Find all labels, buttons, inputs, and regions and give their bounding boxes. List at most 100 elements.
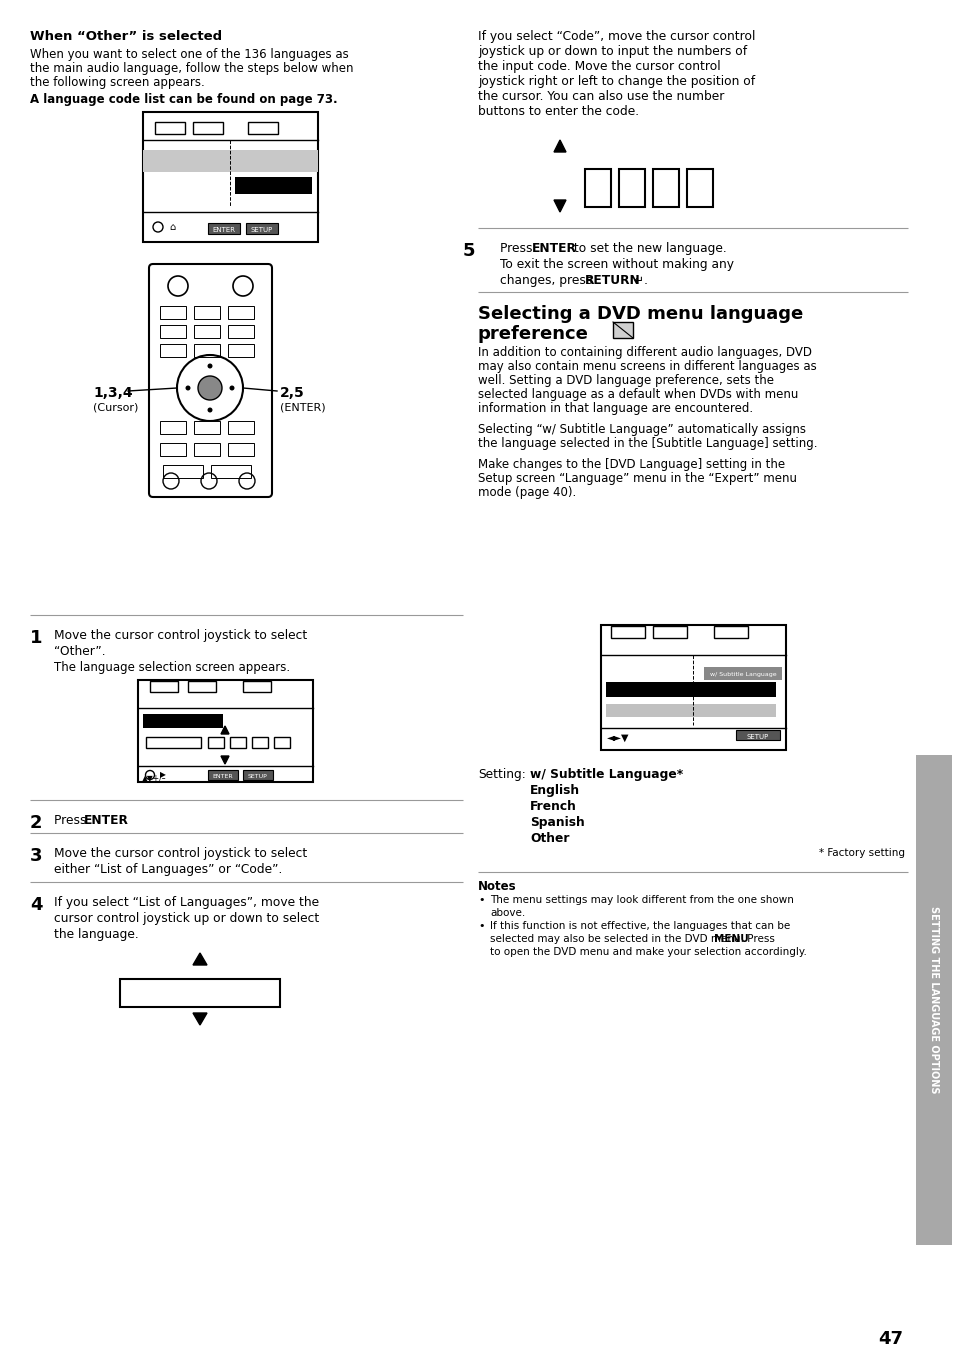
Bar xyxy=(605,682,775,697)
Text: 2,5: 2,5 xyxy=(280,386,304,400)
Text: changes, press: changes, press xyxy=(499,274,596,287)
Circle shape xyxy=(185,385,191,391)
Bar xyxy=(143,113,317,241)
Text: 47: 47 xyxy=(877,1330,902,1348)
Text: the language.: the language. xyxy=(54,928,138,941)
Text: mode (page 40).: mode (page 40). xyxy=(477,485,576,499)
Text: SETUP: SETUP xyxy=(248,774,268,778)
Bar xyxy=(143,715,223,728)
Text: the cursor. You can also use the number: the cursor. You can also use the number xyxy=(477,89,723,103)
Text: buttons to enter the code.: buttons to enter the code. xyxy=(477,104,639,118)
Text: ENTER: ENTER xyxy=(213,226,235,233)
Text: 5: 5 xyxy=(462,241,475,260)
Text: ↵.: ↵. xyxy=(629,274,647,287)
Text: 1: 1 xyxy=(30,629,43,647)
Text: to set the new language.: to set the new language. xyxy=(569,241,726,255)
Bar xyxy=(120,979,280,1008)
Bar xyxy=(243,681,271,692)
Bar xyxy=(915,755,951,1245)
Bar xyxy=(274,738,290,749)
Bar xyxy=(160,344,186,357)
Text: selected language as a default when DVDs with menu: selected language as a default when DVDs… xyxy=(477,388,798,401)
Bar xyxy=(228,443,253,456)
Text: the following screen appears.: the following screen appears. xyxy=(30,76,205,89)
Text: If you select “List of Languages”, move the: If you select “List of Languages”, move … xyxy=(54,896,319,909)
Bar xyxy=(610,626,644,639)
Text: “Other”.: “Other”. xyxy=(54,645,106,658)
Polygon shape xyxy=(193,953,207,965)
Text: Selecting a DVD menu language: Selecting a DVD menu language xyxy=(477,305,802,323)
Bar xyxy=(208,738,224,749)
Text: French: French xyxy=(530,800,577,814)
Text: w/ Subtitle Language: w/ Subtitle Language xyxy=(709,673,776,677)
Bar xyxy=(735,730,780,740)
Bar xyxy=(193,344,220,357)
Text: Setup screen “Language” menu in the “Expert” menu: Setup screen “Language” menu in the “Exp… xyxy=(477,472,796,485)
Bar xyxy=(160,443,186,456)
Text: •: • xyxy=(477,895,484,904)
Bar xyxy=(713,626,747,639)
Bar xyxy=(160,325,186,338)
Bar xyxy=(211,465,251,479)
Text: ◄►▼: ◄►▼ xyxy=(606,734,629,743)
Text: joystick up or down to input the numbers of: joystick up or down to input the numbers… xyxy=(477,45,746,58)
Bar xyxy=(208,770,237,780)
Polygon shape xyxy=(554,140,565,152)
Bar xyxy=(143,151,317,172)
Text: the input code. Move the cursor control: the input code. Move the cursor control xyxy=(477,60,720,73)
Text: 2: 2 xyxy=(30,814,43,833)
Polygon shape xyxy=(554,199,565,212)
Bar xyxy=(146,738,201,749)
Text: (Cursor): (Cursor) xyxy=(92,403,138,414)
Text: the language selected in the [Subtitle Language] setting.: the language selected in the [Subtitle L… xyxy=(477,437,817,450)
Text: ▶: ▶ xyxy=(160,770,166,778)
Bar xyxy=(686,170,712,207)
Circle shape xyxy=(208,408,213,412)
Bar xyxy=(584,170,610,207)
Bar xyxy=(703,667,781,679)
Bar xyxy=(188,681,215,692)
Bar xyxy=(138,679,313,782)
Text: ▲▼+/–: ▲▼+/– xyxy=(142,773,167,782)
Text: to open the DVD menu and make your selection accordingly.: to open the DVD menu and make your selec… xyxy=(490,946,806,957)
Bar xyxy=(193,122,223,134)
Text: Move the cursor control joystick to select: Move the cursor control joystick to sele… xyxy=(54,629,307,641)
Text: To exit the screen without making any: To exit the screen without making any xyxy=(499,258,733,271)
Polygon shape xyxy=(193,1013,207,1025)
Bar xyxy=(652,170,679,207)
Bar xyxy=(163,465,203,479)
Bar xyxy=(243,770,273,780)
Bar xyxy=(600,625,785,750)
Text: RETURN: RETURN xyxy=(584,274,640,287)
Text: SETTING THE LANGUAGE OPTIONS: SETTING THE LANGUAGE OPTIONS xyxy=(928,906,938,1094)
Text: ⌂: ⌂ xyxy=(169,222,175,232)
Text: w/ Subtitle Language*: w/ Subtitle Language* xyxy=(530,767,682,781)
Text: Move the cursor control joystick to select: Move the cursor control joystick to sele… xyxy=(54,848,307,860)
Text: SETUP: SETUP xyxy=(746,734,768,740)
Text: A language code list can be found on page 73.: A language code list can be found on pag… xyxy=(30,94,337,106)
Text: 4: 4 xyxy=(30,896,43,914)
Bar xyxy=(193,443,220,456)
Text: ENTER: ENTER xyxy=(213,774,233,778)
Text: If this function is not effective, the languages that can be: If this function is not effective, the l… xyxy=(490,921,789,932)
Bar xyxy=(193,420,220,434)
Text: The language selection screen appears.: The language selection screen appears. xyxy=(54,660,290,674)
Text: well. Setting a DVD language preference, sets the: well. Setting a DVD language preference,… xyxy=(477,374,773,386)
Bar xyxy=(150,681,178,692)
Bar xyxy=(228,306,253,319)
Bar xyxy=(228,420,253,434)
Text: SETUP: SETUP xyxy=(251,226,273,233)
Text: When you want to select one of the 136 languages as: When you want to select one of the 136 l… xyxy=(30,47,349,61)
Text: cursor control joystick up or down to select: cursor control joystick up or down to se… xyxy=(54,913,319,925)
Polygon shape xyxy=(221,725,229,734)
Bar xyxy=(248,122,277,134)
Text: Make changes to the [DVD Language] setting in the: Make changes to the [DVD Language] setti… xyxy=(477,458,784,471)
Bar xyxy=(160,306,186,319)
FancyBboxPatch shape xyxy=(149,264,272,498)
Text: (ENTER): (ENTER) xyxy=(280,403,325,414)
Circle shape xyxy=(230,385,234,391)
Text: In addition to containing different audio languages, DVD: In addition to containing different audi… xyxy=(477,346,811,359)
Text: joystick right or left to change the position of: joystick right or left to change the pos… xyxy=(477,75,755,88)
Polygon shape xyxy=(221,757,229,763)
Text: selected may also be selected in the DVD menu. Press: selected may also be selected in the DVD… xyxy=(490,934,778,944)
